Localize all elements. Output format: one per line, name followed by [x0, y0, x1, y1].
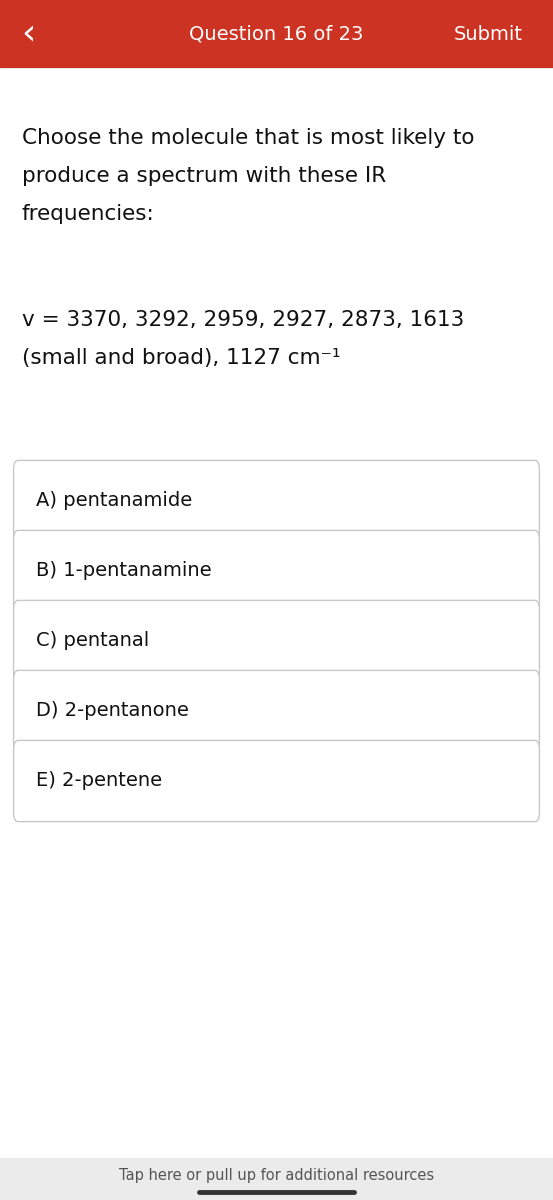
FancyBboxPatch shape [14, 671, 539, 751]
Bar [0, 0, 553, 68]
Bar [0, 1158, 553, 1200]
Text: produce a spectrum with these IR: produce a spectrum with these IR [22, 166, 386, 186]
Text: D) 2-pentanone: D) 2-pentanone [36, 702, 189, 720]
Text: Choose the molecule that is most likely to: Choose the molecule that is most likely … [22, 128, 474, 148]
Text: E) 2-pentene: E) 2-pentene [36, 772, 162, 791]
Text: (small and broad), 1127 cm⁻¹: (small and broad), 1127 cm⁻¹ [22, 348, 341, 368]
FancyBboxPatch shape [14, 461, 539, 541]
Text: Tap here or pull up for additional resources: Tap here or pull up for additional resou… [119, 1168, 434, 1183]
FancyBboxPatch shape [14, 740, 539, 822]
Text: A) pentanamide: A) pentanamide [36, 492, 192, 510]
Text: C) pentanal: C) pentanal [36, 631, 149, 650]
Text: Question 16 of 23: Question 16 of 23 [189, 24, 364, 43]
Text: frequencies:: frequencies: [22, 204, 155, 224]
Text: ‹: ‹ [21, 17, 35, 50]
FancyBboxPatch shape [14, 600, 539, 682]
Text: B) 1-pentanamine: B) 1-pentanamine [36, 562, 212, 581]
Text: v = 3370, 3292, 2959, 2927, 2873, 1613: v = 3370, 3292, 2959, 2927, 2873, 1613 [22, 310, 465, 330]
FancyBboxPatch shape [14, 530, 539, 612]
Text: Submit: Submit [454, 24, 523, 43]
